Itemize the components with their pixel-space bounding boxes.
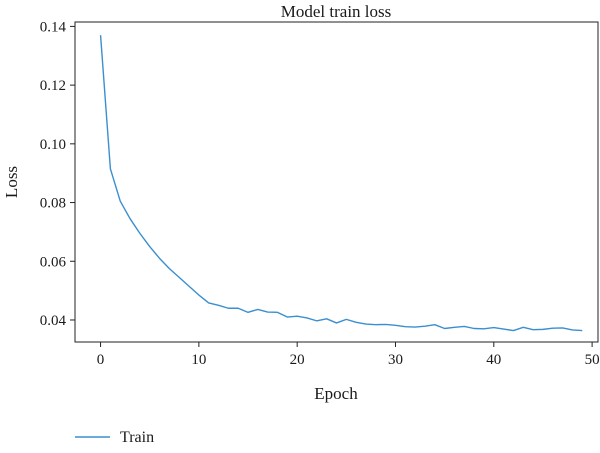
- legend-label-train: Train: [120, 429, 154, 446]
- series-layer: [99, 35, 583, 332]
- x-tick-label: 20: [290, 352, 305, 368]
- y-tick-label: 0.08: [40, 196, 66, 212]
- y-tick-label: 0.10: [40, 137, 66, 153]
- y-tick-label: 0.06: [40, 254, 67, 270]
- plot-frame: [74, 21, 599, 343]
- chart-title: Model train loss: [281, 2, 392, 21]
- y-tick-label: 0.14: [40, 19, 67, 35]
- legend: Train: [75, 429, 154, 446]
- y-tick-label: 0.12: [40, 78, 66, 94]
- x-tick-label: 10: [191, 352, 206, 368]
- x-tick-label: 40: [486, 352, 501, 368]
- x-tick-label: 30: [388, 352, 403, 368]
- y-axis: 0.04 0.06 0.08 0.10 0.12 0.14: [40, 19, 75, 329]
- x-tick-label: 50: [585, 352, 600, 368]
- x-axis: 0 10 20 30 40 50: [97, 342, 600, 368]
- series-line-train: [99, 35, 583, 332]
- x-tick-label: 0: [97, 352, 105, 368]
- plot-area: [74, 21, 599, 343]
- y-axis-label: Loss: [2, 166, 21, 198]
- y-tick-label: 0.04: [40, 313, 67, 329]
- x-axis-label: Epoch: [314, 384, 358, 403]
